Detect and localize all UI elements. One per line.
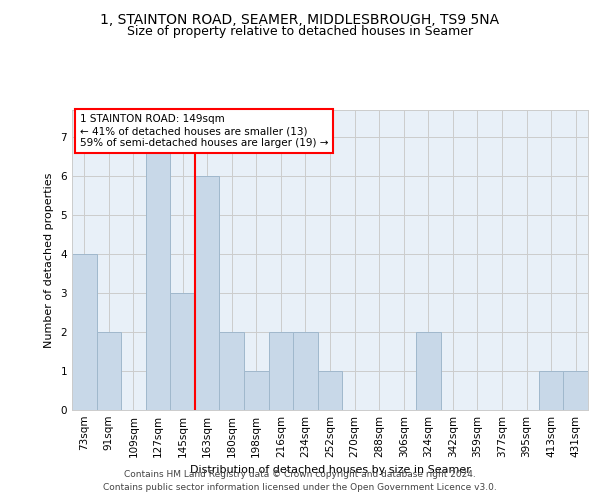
Bar — [563, 371, 588, 410]
Y-axis label: Number of detached properties: Number of detached properties — [44, 172, 53, 348]
Text: 1 STAINTON ROAD: 149sqm
← 41% of detached houses are smaller (13)
59% of semi-de: 1 STAINTON ROAD: 149sqm ← 41% of detache… — [80, 114, 328, 148]
Text: 1, STAINTON ROAD, SEAMER, MIDDLESBROUGH, TS9 5NA: 1, STAINTON ROAD, SEAMER, MIDDLESBROUGH,… — [100, 12, 500, 26]
Text: Size of property relative to detached houses in Seamer: Size of property relative to detached ho… — [127, 25, 473, 38]
Bar — [318, 371, 342, 410]
Text: Contains HM Land Registry data © Crown copyright and database right 2024.
Contai: Contains HM Land Registry data © Crown c… — [103, 470, 497, 492]
Bar — [72, 254, 97, 410]
Bar — [269, 332, 293, 410]
Bar — [416, 332, 440, 410]
Bar — [146, 138, 170, 410]
X-axis label: Distribution of detached houses by size in Seamer: Distribution of detached houses by size … — [190, 466, 470, 475]
Bar — [170, 293, 195, 410]
Bar — [97, 332, 121, 410]
Bar — [244, 371, 269, 410]
Bar — [195, 176, 220, 410]
Bar — [539, 371, 563, 410]
Bar — [293, 332, 318, 410]
Bar — [220, 332, 244, 410]
